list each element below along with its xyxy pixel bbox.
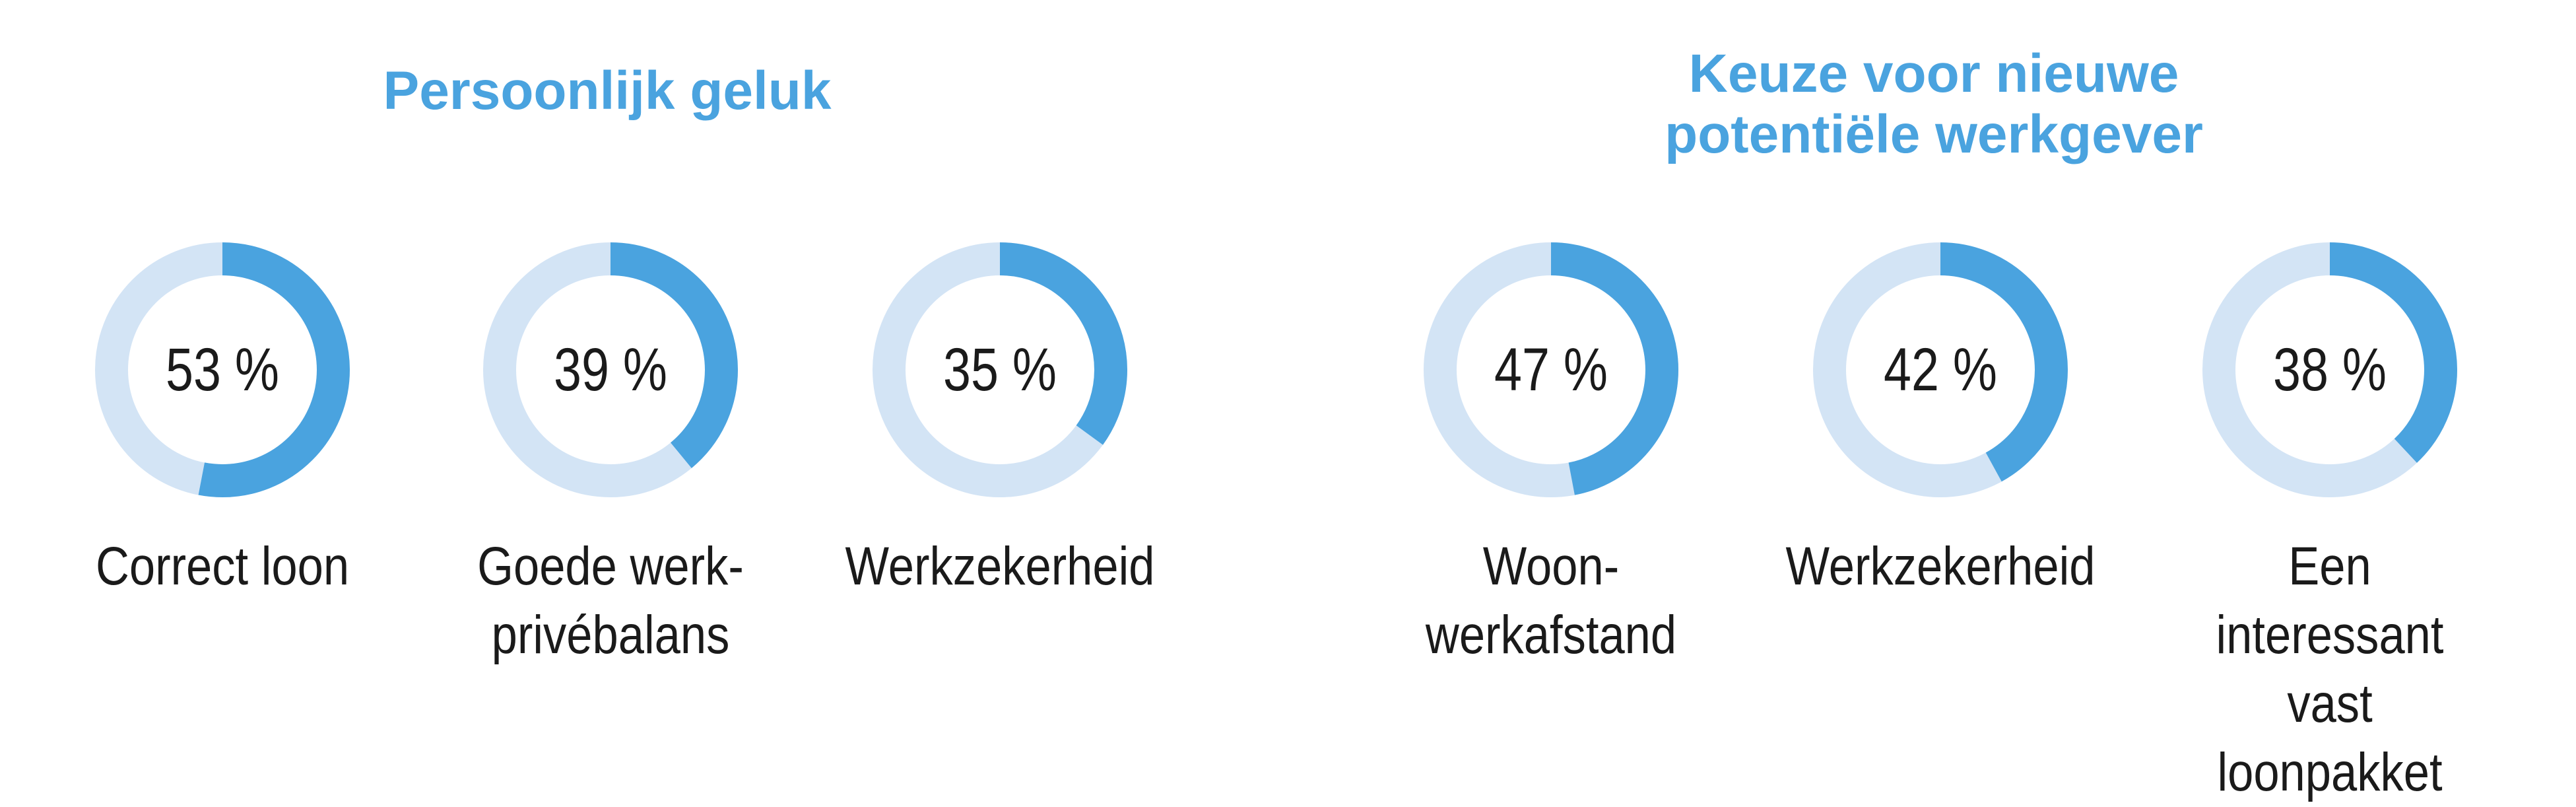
- donut-value-label: 38 %: [2273, 335, 2387, 404]
- donut-svg: [2202, 242, 2457, 497]
- donut-category-label-line: Werkzekerheid: [845, 536, 1155, 596]
- donut-svg: [873, 242, 1127, 497]
- donut-category-label: Correct loon: [63, 532, 381, 601]
- donut-svg: [95, 242, 350, 497]
- donut-value-arc: [483, 242, 738, 497]
- donut-value-label: 35 %: [943, 335, 1057, 404]
- donut-chart: 39 %: [472, 231, 749, 509]
- donut-chart: 47 %: [1412, 231, 1690, 509]
- donut-value-label: 42 %: [1884, 335, 1997, 404]
- donut-category-label-line: privébalans: [491, 605, 730, 665]
- donut-svg: [1424, 242, 1678, 497]
- donut-category-label-line: vast loonpakket: [2217, 674, 2443, 802]
- donut-value-arc: [1424, 242, 1678, 497]
- chart-title-keuze-werkgever: Keuze voor nieuwe potentiële werkgever: [1538, 44, 2330, 165]
- donut-value-label: 53 %: [166, 335, 279, 404]
- donut-value-label: 47 %: [1494, 335, 1608, 404]
- chart-title-line-1: Keuze voor nieuwe: [1688, 44, 2179, 104]
- donut-value-label: 39 %: [554, 335, 667, 404]
- donut-category-label: Woon-werkafstand: [1392, 532, 1710, 670]
- donut-category-label-line: werkafstand: [1425, 605, 1677, 665]
- donut-chart: 35 %: [861, 231, 1139, 509]
- donut-value-arc: [95, 242, 350, 497]
- donut-category-label: Goede werk-privébalans: [451, 532, 770, 670]
- donut-svg: [483, 242, 738, 497]
- donut-category-label-line: Woon-: [1482, 536, 1620, 596]
- donut-chart: 38 %: [2191, 231, 2468, 509]
- chart-title-line-2: potentiële werkgever: [1665, 104, 2203, 164]
- donut-value-arc: [873, 242, 1127, 497]
- donut-category-label-line: Een interessant: [2216, 536, 2444, 665]
- donut-category-label-line: Goede werk-: [477, 536, 744, 596]
- donut-svg: [1813, 242, 2068, 497]
- chart-title-persoonlijk-geluk: Persoonlijk geluk: [211, 61, 1003, 122]
- donut-category-label: Een interessant vast loonpakket: [2171, 532, 2489, 807]
- donut-category-label: Werkzekerheid: [841, 532, 1159, 601]
- donut-chart: 53 %: [84, 231, 361, 509]
- donut-value-arc: [2202, 242, 2457, 497]
- donut-chart: 42 %: [1802, 231, 2079, 509]
- donut-category-label-line: Werkzekerheid: [1785, 536, 2096, 596]
- donut-value-arc: [1813, 242, 2068, 497]
- donut-category-label: Werkzekerheid: [1781, 532, 2099, 601]
- donut-category-label-line: Correct loon: [95, 536, 350, 596]
- chart-title-text: Persoonlijk geluk: [383, 61, 832, 121]
